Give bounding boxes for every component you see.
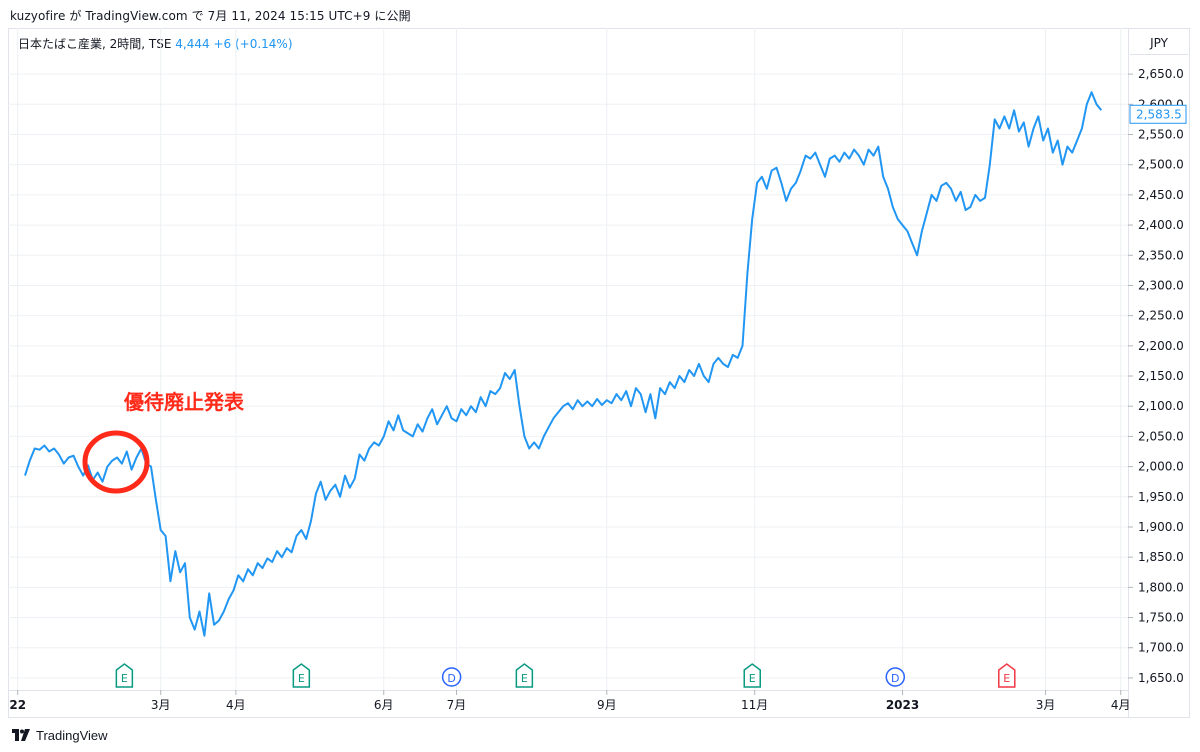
x-tick-label: 3月 <box>151 698 171 712</box>
last-price: 4,444 <box>175 37 210 51</box>
dividend-marker[interactable]: D <box>441 667 462 687</box>
y-tick-label: 2,250.0 <box>1138 309 1184 323</box>
y-tick-label: 1,850.0 <box>1138 550 1184 564</box>
dividend-badge-shape <box>885 667 906 687</box>
y-tick-label: 1,750.0 <box>1138 611 1184 625</box>
tradingview-brand: TradingView <box>36 727 108 743</box>
y-tick-label: 2,500.0 <box>1138 158 1184 172</box>
annotation-text: 優待廃止発表 <box>123 390 245 414</box>
y-tick-label: 2,000.0 <box>1138 460 1184 474</box>
x-tick-label: 6月 <box>374 698 394 712</box>
earnings-marker[interactable]: E <box>998 663 1016 688</box>
earnings-badge-shape <box>998 663 1016 688</box>
earnings-badge-shape <box>743 663 761 688</box>
y-tick-label: 1,950.0 <box>1138 490 1184 504</box>
y-tick-label: 1,900.0 <box>1138 520 1184 534</box>
earnings-marker[interactable]: E <box>115 663 134 688</box>
earnings-marker[interactable]: E <box>743 663 761 688</box>
event-marker-label: E <box>521 672 528 685</box>
x-tick-label: 9月 <box>597 698 617 712</box>
price-line <box>24 91 1103 637</box>
y-tick-label: 2,400.0 <box>1138 218 1184 232</box>
y-tick-label: 2,650.0 <box>1138 67 1184 81</box>
footer-branding: TradingView <box>12 726 108 744</box>
y-tick-label: 1,700.0 <box>1138 641 1184 655</box>
annotation-group: 優待廃止発表 <box>82 390 245 494</box>
y-tick-label: 1,650.0 <box>1138 671 1184 685</box>
x-tick-label: 3月 <box>1036 698 1056 712</box>
chart-pane[interactable] <box>8 28 1190 718</box>
price-change: +6 (+0.14%) <box>213 37 293 51</box>
symbol-label[interactable]: 日本たばこ産業, 2時間, TSE <box>18 37 172 51</box>
event-marker-label: E <box>749 672 756 685</box>
event-marker-label: E <box>1003 672 1010 685</box>
y-axis[interactable]: 1,650.0 1,700.0 1,750.0 1,800.0 1,850.0 1,900… <box>1128 28 1184 718</box>
x-tick-label: 4月 <box>1111 698 1131 712</box>
dividend-marker[interactable]: D <box>885 667 906 687</box>
y-tick-label: 2,300.0 <box>1138 278 1184 292</box>
last-value-tag: 2,583.5 <box>1129 104 1187 124</box>
y-tick-label: 2,550.0 <box>1138 127 1184 141</box>
earnings-marker[interactable]: E <box>515 663 534 688</box>
y-tick-label: 2,050.0 <box>1138 429 1184 443</box>
earnings-badge-shape <box>115 663 134 688</box>
y-tick-label: 2,150.0 <box>1138 369 1184 383</box>
tradingview-logo-icon <box>12 729 30 741</box>
event-marker-label: D <box>891 672 899 685</box>
event-marker-label: E <box>121 672 128 685</box>
event-marker-label: E <box>298 672 305 685</box>
x-tick-label: 7月 <box>447 698 467 712</box>
x-tick-label: 22 <box>9 698 26 712</box>
x-axis[interactable]: 22 3月 4月 6月 7月 9月 11月 2023 3月 4月 <box>8 690 1131 712</box>
earnings-marker[interactable]: E <box>292 663 311 688</box>
x-tick-label: 2023 <box>886 698 919 712</box>
publish-info: kuzyofire が TradingView.com で 7月 11, 202… <box>10 9 411 23</box>
chart-legend: 日本たばこ産業, 2時間, TSE 4,444 +6 (+0.14%) <box>18 35 293 52</box>
last-value-text: 2,583.5 <box>1136 107 1182 121</box>
x-tick-label: 4月 <box>226 698 246 712</box>
publish-header: kuzyofire が TradingView.com で 7月 11, 202… <box>0 0 1200 30</box>
y-tick-label: 2,450.0 <box>1138 188 1184 202</box>
x-tick-label: 11月 <box>741 698 768 712</box>
y-tick-label: 2,100.0 <box>1138 399 1184 413</box>
y-tick-label: 2,350.0 <box>1138 248 1184 262</box>
last-value-box <box>1129 104 1187 124</box>
grid-lines <box>8 28 1128 690</box>
event-marker-label: D <box>447 672 455 685</box>
y-tick-label: 1,800.0 <box>1138 580 1184 594</box>
annotation-circle <box>82 430 150 494</box>
y-tick-label: 2,200.0 <box>1138 339 1184 353</box>
earnings-badge-shape <box>292 663 311 688</box>
currency-button[interactable]: JPY <box>1130 31 1188 55</box>
dividend-badge-shape <box>441 667 462 687</box>
earnings-badge-shape <box>515 663 534 688</box>
